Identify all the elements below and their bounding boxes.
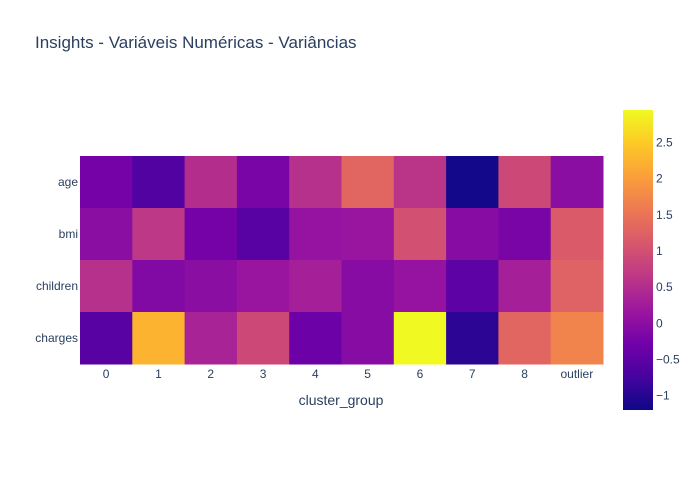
heatmap-cell-children-3 bbox=[236, 260, 290, 313]
heatmap-cell-children-0 bbox=[80, 260, 133, 313]
heatmap-cell-charges-3 bbox=[236, 312, 290, 365]
heatmap-cell-bmi-2 bbox=[184, 208, 238, 261]
heatmap-cell-age-outlier bbox=[550, 156, 604, 209]
heatmap-cell-charges-0 bbox=[80, 312, 133, 365]
heatmap-cell-age-2 bbox=[184, 156, 238, 209]
y-tick-label: bmi bbox=[59, 227, 78, 241]
x-tick-label: 5 bbox=[364, 367, 371, 381]
x-tick-label: 6 bbox=[417, 367, 424, 381]
heatmap-cell-bmi-1 bbox=[132, 208, 186, 261]
heatmap-cell-charges-outlier bbox=[550, 312, 604, 365]
heatmap-cell-charges-5 bbox=[341, 312, 395, 365]
x-tick-label: 1 bbox=[155, 367, 162, 381]
heatmap-cell-charges-4 bbox=[289, 312, 342, 365]
heatmap-cell-children-2 bbox=[184, 260, 238, 313]
colorbar-tick-label: 2 bbox=[656, 172, 663, 186]
heatmap-cell-children-4 bbox=[289, 260, 342, 313]
heatmap-cell-children-1 bbox=[132, 260, 186, 313]
colorbar-tick-label: −1 bbox=[656, 389, 670, 403]
colorbar-tick-label: 2.5 bbox=[656, 136, 673, 150]
heatmap-cell-children-8 bbox=[498, 260, 552, 313]
x-tick-label: outlier bbox=[561, 367, 594, 381]
heatmap-cell-bmi-0 bbox=[80, 208, 133, 261]
chart-title: Insights - Variáveis Numéricas - Variânc… bbox=[35, 33, 357, 52]
heatmap-cell-age-3 bbox=[236, 156, 290, 209]
x-tick-label: 0 bbox=[103, 367, 110, 381]
heatmap-cell-charges-6 bbox=[393, 312, 447, 365]
colorbar bbox=[623, 110, 653, 410]
heatmap-cell-age-1 bbox=[132, 156, 186, 209]
x-tick-label: 3 bbox=[260, 367, 267, 381]
heatmap-cell-bmi-outlier bbox=[550, 208, 604, 261]
colorbar-ticks: −1 −0.5 0 0.5 1 1.5 2 2.5 bbox=[656, 136, 680, 403]
heatmap-cell-age-7 bbox=[446, 156, 499, 209]
heatmap-cell-children-5 bbox=[341, 260, 395, 313]
x-axis-ticks: 0 1 2 3 4 5 6 7 8 outlier bbox=[103, 367, 593, 381]
heatmap-cell-charges-7 bbox=[446, 312, 499, 365]
heatmap-cell-bmi-4 bbox=[289, 208, 342, 261]
heatmap-cell-charges-1 bbox=[132, 312, 186, 365]
heatmap-cell-charges-2 bbox=[184, 312, 238, 365]
colorbar-tick-label: −0.5 bbox=[656, 352, 680, 366]
heatmap-cell-children-7 bbox=[446, 260, 499, 313]
y-tick-label: age bbox=[58, 175, 78, 189]
heatmap-cell-charges-8 bbox=[498, 312, 552, 365]
y-tick-label: children bbox=[36, 279, 78, 293]
heatmap-cell-bmi-6 bbox=[393, 208, 447, 261]
heatmap-cell-bmi-8 bbox=[498, 208, 552, 261]
x-axis-title: cluster_group bbox=[299, 392, 384, 408]
heatmap-cell-age-6 bbox=[393, 156, 447, 209]
heatmap-cell-children-6 bbox=[393, 260, 447, 313]
colorbar-tick-label: 0 bbox=[656, 316, 663, 330]
colorbar-tick-label: 1.5 bbox=[656, 208, 673, 222]
heatmap-cell-age-5 bbox=[341, 156, 395, 209]
colorbar-tick-label: 0.5 bbox=[656, 280, 673, 294]
heatmap-cell-bmi-3 bbox=[236, 208, 290, 261]
y-axis-ticks: age bmi children charges bbox=[35, 175, 78, 345]
heatmap-cell-children-outlier bbox=[550, 260, 604, 313]
heatmap-cell-bmi-7 bbox=[446, 208, 499, 261]
x-tick-label: 2 bbox=[207, 367, 214, 381]
heatmap-cells bbox=[80, 156, 604, 365]
heatmap-cell-age-4 bbox=[289, 156, 342, 209]
y-tick-label: charges bbox=[35, 331, 78, 345]
heatmap-cell-age-8 bbox=[498, 156, 552, 209]
x-tick-label: 8 bbox=[521, 367, 528, 381]
x-tick-label: 7 bbox=[469, 367, 476, 381]
heatmap-cell-age-0 bbox=[80, 156, 133, 209]
x-tick-label: 4 bbox=[312, 367, 319, 381]
heatmap-cell-bmi-5 bbox=[341, 208, 395, 261]
colorbar-tick-label: 1 bbox=[656, 244, 663, 258]
